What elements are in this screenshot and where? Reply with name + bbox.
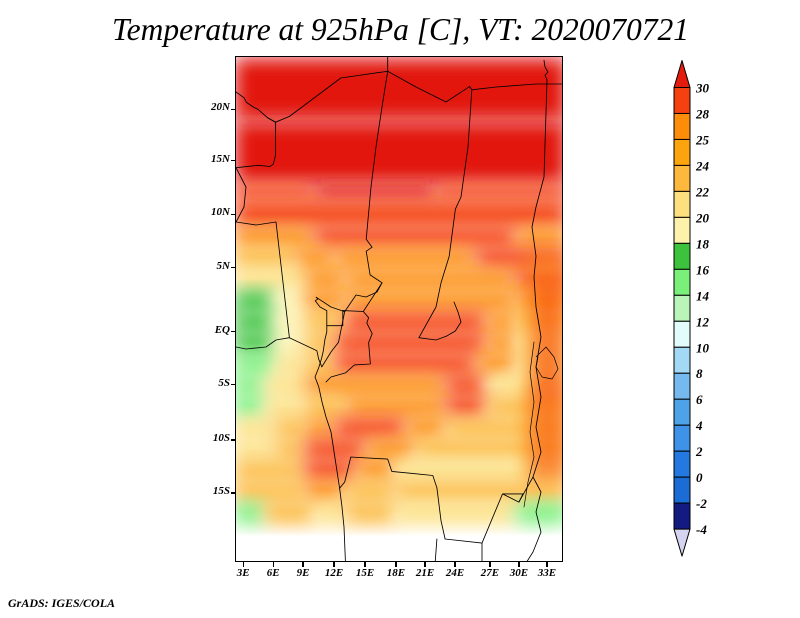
svg-text:24: 24 [695, 158, 710, 173]
svg-text:28: 28 [695, 106, 710, 121]
svg-text:30: 30 [695, 81, 710, 96]
svg-text:16: 16 [696, 262, 710, 277]
svg-text:18: 18 [696, 236, 710, 251]
svg-text:10: 10 [696, 340, 710, 355]
svg-text:4: 4 [695, 418, 703, 433]
svg-text:-4: -4 [696, 522, 707, 537]
svg-text:8: 8 [696, 366, 703, 381]
svg-text:2: 2 [695, 444, 703, 459]
svg-text:12: 12 [696, 314, 710, 329]
svg-text:20: 20 [695, 210, 710, 225]
svg-text:-2: -2 [696, 496, 707, 511]
svg-text:25: 25 [695, 132, 710, 147]
svg-text:6: 6 [696, 392, 703, 407]
svg-text:22: 22 [695, 184, 710, 199]
svg-text:14: 14 [696, 288, 710, 303]
svg-text:0: 0 [696, 470, 703, 485]
